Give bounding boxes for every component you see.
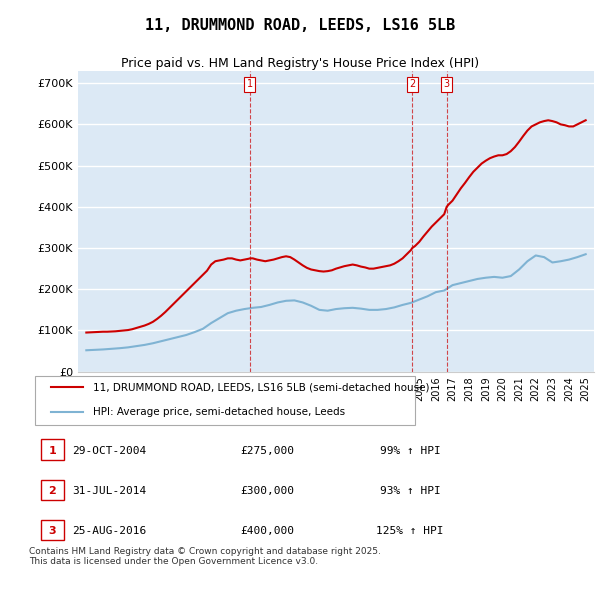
Text: 3: 3 <box>443 79 450 89</box>
Text: £275,000: £275,000 <box>241 446 295 455</box>
Text: Price paid vs. HM Land Registry's House Price Index (HPI): Price paid vs. HM Land Registry's House … <box>121 57 479 70</box>
Text: 1: 1 <box>49 446 56 455</box>
Text: 29-OCT-2004: 29-OCT-2004 <box>72 446 146 455</box>
Text: Contains HM Land Registry data © Crown copyright and database right 2025.
This d: Contains HM Land Registry data © Crown c… <box>29 547 381 566</box>
Text: 31-JUL-2014: 31-JUL-2014 <box>72 486 146 496</box>
FancyBboxPatch shape <box>41 439 64 460</box>
Text: 3: 3 <box>49 526 56 536</box>
FancyBboxPatch shape <box>41 520 64 540</box>
Text: 125% ↑ HPI: 125% ↑ HPI <box>376 526 444 536</box>
Text: 11, DRUMMOND ROAD, LEEDS, LS16 5LB (semi-detached house): 11, DRUMMOND ROAD, LEEDS, LS16 5LB (semi… <box>94 382 430 392</box>
Text: 2: 2 <box>49 486 56 496</box>
Text: 1: 1 <box>247 79 253 89</box>
Text: 11, DRUMMOND ROAD, LEEDS, LS16 5LB: 11, DRUMMOND ROAD, LEEDS, LS16 5LB <box>145 18 455 32</box>
Text: 25-AUG-2016: 25-AUG-2016 <box>72 526 146 536</box>
Text: 99% ↑ HPI: 99% ↑ HPI <box>380 446 440 455</box>
FancyBboxPatch shape <box>41 480 64 500</box>
Text: £400,000: £400,000 <box>241 526 295 536</box>
Text: HPI: Average price, semi-detached house, Leeds: HPI: Average price, semi-detached house,… <box>94 407 346 417</box>
Text: £300,000: £300,000 <box>241 486 295 496</box>
Text: 93% ↑ HPI: 93% ↑ HPI <box>380 486 440 496</box>
FancyBboxPatch shape <box>35 376 415 425</box>
Text: 2: 2 <box>409 79 415 89</box>
